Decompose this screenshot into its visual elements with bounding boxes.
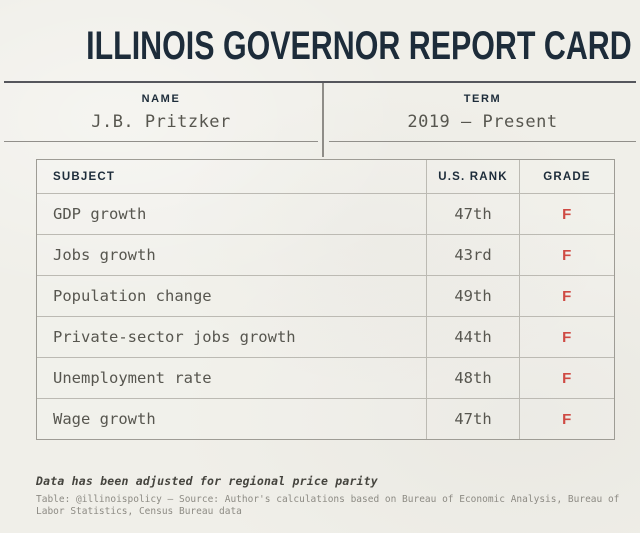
cell-rank: 47th — [426, 399, 519, 439]
title-divider-rule — [4, 81, 636, 83]
name-value: J.B. Pritzker — [91, 112, 231, 132]
cell-rank: 44th — [426, 317, 519, 357]
header-us-rank: U.S. RANK — [426, 160, 519, 193]
cell-rank: 43rd — [426, 235, 519, 275]
cell-subject: Population change — [53, 287, 212, 305]
table-row: GDP growth 47th F — [37, 193, 614, 234]
name-field: NAME J.B. Pritzker — [4, 83, 318, 142]
table-row: Population change 49th F — [37, 275, 614, 316]
table-row: Jobs growth 43rd F — [37, 234, 614, 275]
report-table: SUBJECT U.S. RANK GRADE GDP growth 47th … — [36, 159, 615, 440]
attribution-source-line: Table: @illinoispolicy – Source: Author'… — [36, 494, 620, 518]
term-field: TERM 2019 – Present — [329, 83, 636, 142]
cell-subject: Wage growth — [53, 410, 156, 428]
cell-grade: F — [519, 194, 614, 234]
name-label: NAME — [141, 93, 181, 105]
term-label: TERM — [463, 93, 502, 105]
cell-subject: Unemployment rate — [53, 369, 212, 387]
header-subject: SUBJECT — [53, 170, 116, 183]
table-row: Private-sector jobs growth 44th F — [37, 316, 614, 357]
cell-grade: F — [519, 317, 614, 357]
title-area: ILLINOIS GOVERNOR REPORT CARD — [0, 24, 640, 69]
term-value: 2019 – Present — [407, 112, 558, 132]
cell-subject: Jobs growth — [53, 246, 156, 264]
cell-grade: F — [519, 358, 614, 398]
name-term-divider — [322, 83, 324, 157]
cell-grade: F — [519, 276, 614, 316]
cell-subject: Private-sector jobs growth — [53, 328, 296, 346]
cell-rank: 48th — [426, 358, 519, 398]
cell-subject: GDP growth — [53, 205, 147, 223]
table-row: Unemployment rate 48th F — [37, 357, 614, 398]
table-row: Wage growth 47th F — [37, 398, 614, 439]
cell-rank: 49th — [426, 276, 519, 316]
cell-grade: F — [519, 235, 614, 275]
cell-grade: F — [519, 399, 614, 439]
cell-rank: 47th — [426, 194, 519, 234]
header-grade: GRADE — [519, 160, 614, 193]
data-adjustment-note: Data has been adjusted for regional pric… — [36, 474, 378, 488]
page-title: ILLINOIS GOVERNOR REPORT CARD — [86, 24, 632, 68]
table-header-row: SUBJECT U.S. RANK GRADE — [37, 160, 614, 193]
